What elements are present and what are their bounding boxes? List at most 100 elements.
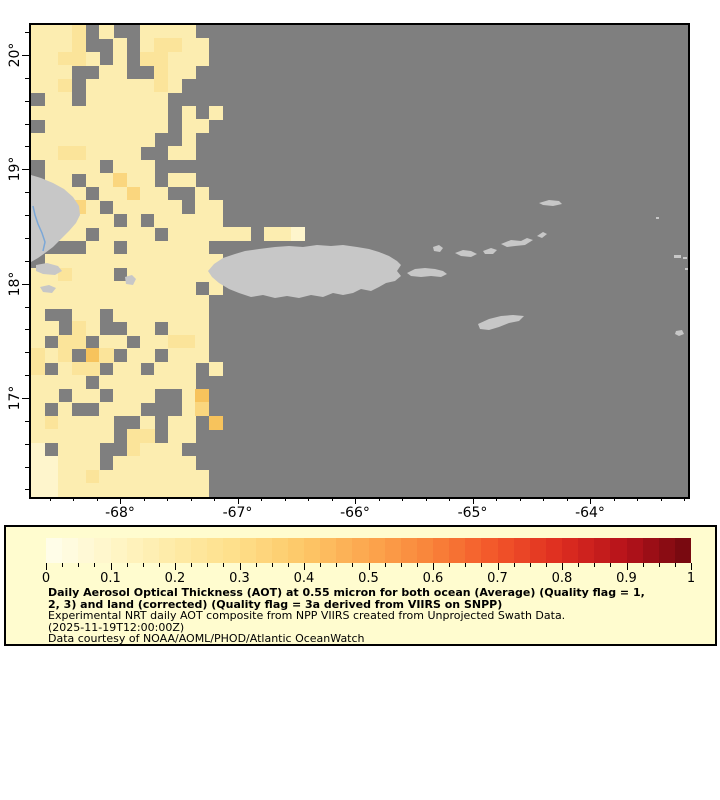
aot-cell bbox=[71, 294, 87, 309]
aot-cell bbox=[85, 483, 100, 497]
colorbar-tick-label: 0.8 bbox=[551, 571, 573, 586]
puerto-rico-island bbox=[208, 245, 401, 298]
colorbar-tick bbox=[336, 563, 338, 567]
aot-cell bbox=[167, 294, 183, 309]
aot-cell bbox=[99, 78, 114, 93]
aot-cell bbox=[99, 146, 114, 161]
axis-tick bbox=[25, 352, 29, 354]
aot-cell bbox=[181, 105, 196, 120]
aot-cell bbox=[44, 132, 59, 147]
colorbar-tick bbox=[465, 563, 467, 567]
aot-cell bbox=[71, 456, 87, 471]
aot-cell bbox=[154, 38, 169, 53]
aot-cell bbox=[58, 375, 73, 390]
aot-cell bbox=[140, 200, 155, 215]
aot-cell bbox=[99, 92, 114, 107]
aot-cell bbox=[195, 294, 210, 309]
colorbar-tick bbox=[529, 563, 531, 567]
aot-cell bbox=[85, 442, 100, 457]
aot-cell bbox=[126, 456, 141, 471]
aot-cell bbox=[71, 442, 87, 457]
aot-cell bbox=[140, 186, 155, 201]
axis-tick bbox=[25, 489, 29, 491]
aot-cell bbox=[167, 200, 183, 215]
aot-cell bbox=[181, 402, 196, 417]
colorbar-tick bbox=[78, 563, 80, 567]
aot-cell bbox=[126, 146, 141, 161]
axis-tick bbox=[660, 497, 662, 501]
colorbar-step bbox=[239, 538, 256, 563]
aot-cell bbox=[44, 146, 59, 161]
aot-cell bbox=[195, 469, 210, 484]
aot-cell bbox=[113, 456, 128, 471]
aot-cell bbox=[85, 78, 100, 93]
aot-cell bbox=[113, 469, 128, 484]
aot-cell bbox=[85, 173, 100, 188]
y-axis-label: 20° bbox=[7, 42, 23, 68]
axis-tick bbox=[25, 375, 29, 377]
colorbar-step bbox=[465, 538, 482, 563]
hispaniola-landmass bbox=[31, 175, 80, 262]
aot-cell bbox=[263, 227, 278, 242]
axis-tick bbox=[496, 497, 497, 501]
aot-cell bbox=[126, 132, 141, 147]
axis-tick bbox=[22, 283, 29, 285]
saba-island bbox=[675, 330, 684, 336]
aot-cell bbox=[126, 469, 141, 484]
aot-cell bbox=[126, 294, 141, 309]
legend-info-line: (2025-11-19T12:00:00Z) bbox=[48, 620, 185, 634]
aot-cell bbox=[44, 388, 59, 403]
colorbar-tick bbox=[255, 563, 257, 567]
aot-cell bbox=[126, 159, 141, 174]
st-thomas-island bbox=[455, 250, 477, 257]
aot-cell bbox=[195, 200, 210, 215]
aot-cell bbox=[44, 469, 59, 484]
aot-cell bbox=[71, 254, 87, 269]
colorbar-step bbox=[304, 538, 321, 563]
aot-cell bbox=[113, 307, 128, 323]
aot-cell bbox=[195, 213, 210, 228]
colorbar-step bbox=[433, 538, 450, 563]
colorbar-tick bbox=[94, 563, 96, 567]
aot-cell bbox=[85, 200, 100, 215]
aot-cell bbox=[154, 105, 169, 120]
aot-cell bbox=[126, 388, 141, 403]
colorbar-tick bbox=[384, 563, 386, 567]
aot-cell bbox=[154, 254, 169, 269]
aot-cell bbox=[195, 227, 210, 242]
aot-cell bbox=[71, 375, 87, 390]
aot-cell bbox=[44, 25, 59, 39]
colorbar-step bbox=[94, 538, 111, 563]
colorbar-tick-label: 0.4 bbox=[293, 571, 315, 586]
aot-cell bbox=[31, 294, 46, 309]
aot-cell bbox=[85, 348, 100, 363]
aot-cell bbox=[126, 186, 141, 201]
colorbar-tick bbox=[175, 563, 176, 570]
aot-cell bbox=[85, 51, 100, 66]
aot-cell bbox=[85, 240, 100, 255]
aot-cell bbox=[113, 294, 128, 309]
axis-tick bbox=[25, 215, 29, 217]
axis-tick bbox=[637, 497, 638, 501]
aot-cell bbox=[44, 456, 59, 471]
axis-tick bbox=[402, 497, 403, 501]
colorbar-step bbox=[126, 538, 143, 563]
aot-cell bbox=[167, 146, 183, 161]
st-john-island bbox=[483, 248, 497, 254]
aot-cell bbox=[58, 119, 73, 134]
aot-cell bbox=[58, 65, 73, 80]
aot-cell bbox=[181, 334, 196, 350]
aot-cell bbox=[154, 267, 169, 282]
colorbar-tick bbox=[158, 563, 160, 567]
aot-cell bbox=[113, 361, 128, 376]
st-martin-speck bbox=[683, 257, 687, 259]
axis-tick bbox=[25, 329, 29, 331]
aot-cell bbox=[58, 105, 73, 120]
aot-cell bbox=[85, 294, 100, 309]
colorbar-step bbox=[142, 538, 159, 563]
aot-cell bbox=[58, 429, 73, 444]
aot-cell bbox=[113, 281, 128, 296]
aot-cell bbox=[44, 78, 59, 93]
aot-cell bbox=[140, 334, 155, 350]
colorbar-step bbox=[545, 538, 562, 563]
